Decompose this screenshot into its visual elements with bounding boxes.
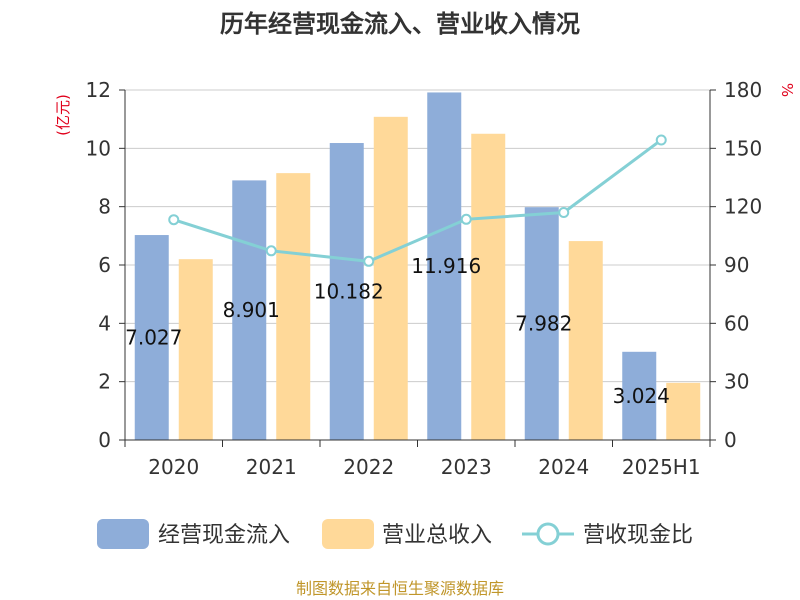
gridlines — [125, 89, 710, 383]
x-tick-label: 2021 — [246, 455, 297, 479]
bar-cash-inflow[interactable] — [524, 207, 559, 440]
data-label-cash-inflow: 3.024 — [613, 384, 670, 408]
legend-label-revenue: 营业总收入 — [382, 523, 492, 548]
left-tick-label: 2 — [98, 370, 111, 394]
right-axis-unit: % — [778, 83, 796, 97]
bar-cash-inflow[interactable] — [622, 351, 657, 440]
legend-marker-ratio — [536, 522, 560, 546]
left-tick-label: 8 — [98, 195, 111, 219]
data-label-cash-inflow: 7.982 — [515, 312, 572, 336]
data-label-cash-inflow: 11.916 — [411, 254, 481, 278]
legend-item-revenue[interactable]: 营业总收入 — [322, 519, 492, 549]
bar-revenue[interactable] — [471, 133, 506, 440]
bar-cash-inflow[interactable] — [427, 92, 462, 440]
source-note: 制图数据来自恒生聚源数据库 — [296, 579, 504, 598]
point-ratio[interactable] — [363, 255, 375, 267]
bar-cash-inflow[interactable] — [134, 235, 169, 440]
point-ratio[interactable] — [655, 134, 667, 146]
right-tick-label: 60 — [724, 311, 749, 335]
data-label-cash-inflow: 10.182 — [314, 280, 384, 304]
x-tick-label: 2024 — [538, 455, 589, 479]
legend-item-ratio[interactable]: 营收现金比 — [522, 522, 693, 548]
left-tick-label: 4 — [98, 311, 111, 335]
right-tick-label: 180 — [724, 78, 762, 102]
point-ratio[interactable] — [168, 214, 180, 226]
bar-revenue[interactable] — [276, 173, 311, 440]
bar-cash-inflow[interactable] — [329, 143, 364, 440]
axes — [119, 89, 716, 447]
legend-swatch-cash-inflow — [97, 519, 149, 549]
line-series-group — [168, 134, 667, 267]
bar-revenue[interactable] — [666, 382, 701, 440]
right-tick-label: 0 — [724, 428, 737, 452]
bar-revenue[interactable] — [373, 116, 408, 440]
x-tick-label: 2020 — [148, 455, 199, 479]
bar-revenue[interactable] — [568, 241, 603, 440]
right-tick-label: 150 — [724, 136, 762, 160]
bar-series-group — [134, 92, 701, 440]
line-ratio — [173, 138, 663, 263]
x-tick-label: 2022 — [343, 455, 394, 479]
right-tick-label: 90 — [724, 253, 749, 277]
bar-cash-inflow[interactable] — [232, 180, 267, 440]
chart-title: 历年经营现金流入、营业收入情况 — [220, 10, 580, 38]
point-ratio[interactable] — [558, 207, 570, 218]
bar-revenue[interactable] — [178, 259, 213, 440]
left-tick-label: 10 — [86, 136, 111, 160]
data-labels: 7.027 8.901 10.182 11.916 7.982 3.024 — [125, 254, 670, 408]
legend-item-cash-inflow[interactable]: 经营现金流入 — [97, 519, 290, 549]
left-tick-label: 0 — [98, 428, 111, 452]
tick-labels: 0 0 2 30 4 60 6 90 8 120 10 150 12 180 2020 2021 2022 202… — [86, 78, 763, 479]
right-tick-label: 30 — [724, 370, 749, 394]
x-tick-label: 2023 — [441, 455, 492, 479]
left-tick-label: 6 — [98, 253, 111, 277]
legend-label-ratio: 营收现金比 — [583, 523, 693, 548]
data-label-cash-inflow: 8.901 — [223, 298, 280, 322]
legend-label-cash-inflow: 经营现金流入 — [158, 523, 290, 548]
point-ratio[interactable] — [460, 213, 472, 225]
legend-swatch-revenue — [322, 519, 374, 549]
right-tick-label: 120 — [724, 195, 762, 219]
left-axis-unit: (亿元) — [54, 94, 72, 136]
point-ratio[interactable] — [265, 245, 277, 257]
legend: 经营现金流入 营业总收入 营收现金比 — [97, 519, 693, 549]
x-tick-label: 2025H1 — [622, 455, 701, 479]
data-label-cash-inflow: 7.027 — [125, 326, 182, 350]
left-tick-label: 12 — [86, 78, 111, 102]
